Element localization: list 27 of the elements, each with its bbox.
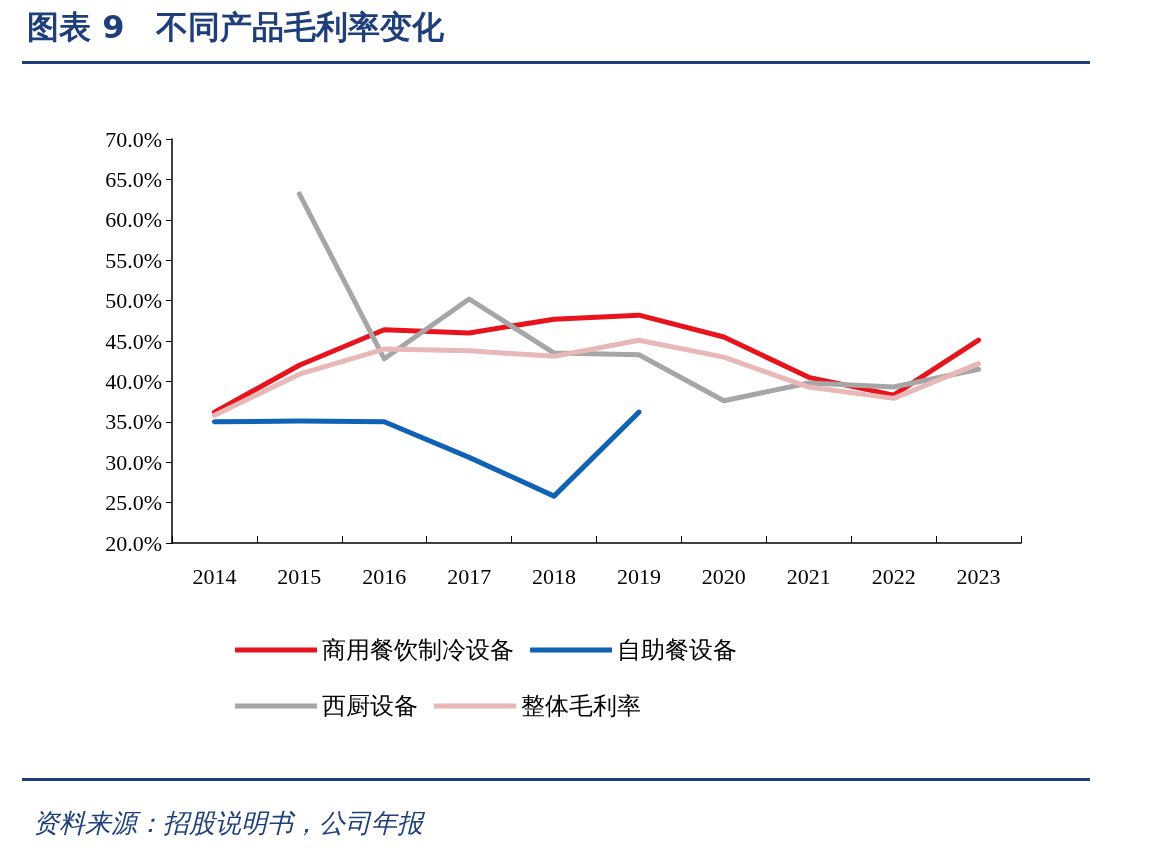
x-tick-label: 2016 <box>362 563 407 589</box>
x-tick-label: 2019 <box>616 563 661 589</box>
legend-label: 西厨设备 <box>322 692 418 720</box>
x-tick-label: 2017 <box>447 563 492 589</box>
y-tick-label: 65.0% <box>105 166 162 192</box>
legend-label: 整体毛利率 <box>521 692 641 720</box>
y-tick-label: 30.0% <box>105 449 162 475</box>
x-tick-label: 2015 <box>277 563 322 589</box>
y-tick-label: 35.0% <box>105 409 162 435</box>
x-tick-label: 2021 <box>786 563 831 589</box>
text: 资料来源：招股说明书，公司年报 <box>33 808 426 838</box>
y-tick-label: 40.0% <box>105 368 162 394</box>
y-tick-label: 70.0% <box>105 126 162 152</box>
y-tick-label: 45.0% <box>105 328 162 354</box>
x-tick-label: 2023 <box>956 563 1001 589</box>
y-tick-label: 55.0% <box>105 247 162 273</box>
y-tick-label: 50.0% <box>105 288 162 314</box>
y-tick-label: 25.0% <box>105 490 162 516</box>
y-tick-label: 60.0% <box>105 207 162 233</box>
chart-title: 图表 9 不同产品毛利率变化 <box>27 8 446 46</box>
legend-label: 自助餐设备 <box>617 636 737 664</box>
y-tick-label: 20.0% <box>105 530 162 556</box>
x-tick-label: 2020 <box>701 563 746 589</box>
x-tick-label: 2014 <box>192 563 237 589</box>
x-tick-label: 2018 <box>532 563 577 589</box>
x-tick-label: 2022 <box>871 563 916 589</box>
legend-label: 商用餐饮制冷设备 <box>322 636 514 664</box>
